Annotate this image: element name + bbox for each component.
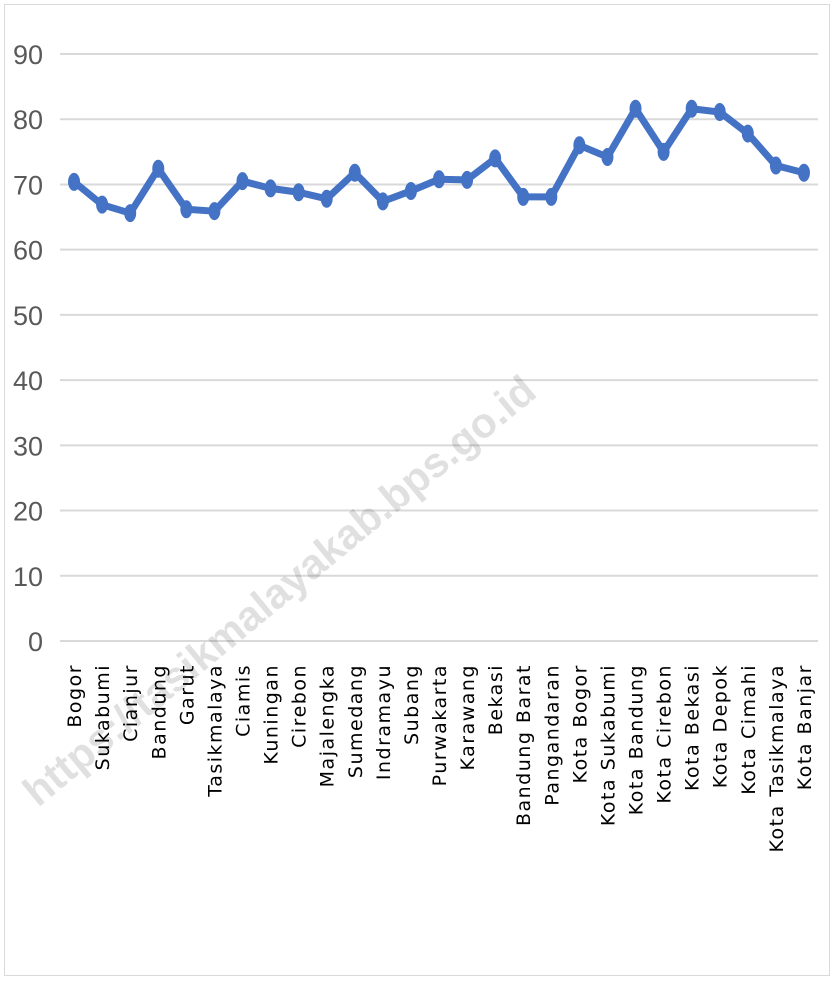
data-point bbox=[769, 156, 782, 175]
data-point bbox=[517, 187, 530, 206]
x-tick-label: Kota Tasikmalaya bbox=[766, 664, 788, 853]
data-point bbox=[601, 148, 614, 167]
x-tick-label: Purwakarta bbox=[429, 664, 451, 786]
data-point bbox=[180, 200, 193, 219]
y-tick-label: 60 bbox=[13, 236, 43, 266]
data-point bbox=[404, 181, 417, 200]
x-tick-label: Cirebon bbox=[289, 664, 311, 748]
data-point bbox=[348, 163, 361, 182]
y-tick-label: 10 bbox=[13, 562, 43, 592]
x-tick-label: Garut bbox=[176, 664, 198, 725]
x-tick-label: Karawang bbox=[457, 664, 479, 771]
data-point bbox=[124, 204, 137, 223]
x-tick-label: Sukabumi bbox=[92, 664, 114, 770]
gridlines bbox=[60, 53, 818, 642]
x-tick-label: Kota Bandung bbox=[626, 664, 648, 815]
y-tick-label: 0 bbox=[28, 627, 43, 657]
y-tick-label: 80 bbox=[13, 105, 43, 135]
x-tick-label: Tasikmalaya bbox=[204, 664, 226, 798]
x-tick-label: Bandung bbox=[148, 664, 170, 759]
x-tick-label: Subang bbox=[401, 664, 423, 745]
series-line bbox=[70, 105, 808, 217]
data-point bbox=[264, 179, 277, 198]
x-tick-label: Bogor bbox=[64, 664, 86, 728]
data-point bbox=[713, 103, 726, 122]
y-tick-label: 90 bbox=[13, 40, 43, 70]
data-point bbox=[657, 142, 670, 161]
y-tick-label: 70 bbox=[13, 170, 43, 200]
y-tick-label: 40 bbox=[13, 366, 43, 396]
data-point bbox=[741, 124, 754, 143]
x-axis-ticks: Bogor Sukabumi Cianjur Bandung Garut Tasikmal… bbox=[64, 664, 816, 853]
x-tick-label: Bandung Barat bbox=[513, 664, 535, 826]
data-point bbox=[489, 149, 502, 168]
x-tick-label: Kota Banjar bbox=[794, 664, 816, 790]
x-tick-label: Bekasi bbox=[485, 664, 507, 735]
series-kualitas bbox=[68, 99, 810, 223]
data-point bbox=[573, 136, 586, 155]
y-tick-label: 50 bbox=[13, 301, 43, 331]
x-tick-label: Kota Depok bbox=[710, 664, 732, 788]
data-point bbox=[68, 172, 81, 191]
x-tick-label: Kota Cimahi bbox=[738, 664, 760, 795]
x-tick-label: Indramayu bbox=[373, 664, 395, 780]
y-tick-label: 20 bbox=[13, 497, 43, 527]
y-axis-ticks: 0 10 20 30 40 50 60 70 80 90 bbox=[13, 40, 43, 657]
x-tick-label: Kota Cirebon bbox=[654, 664, 676, 804]
data-point bbox=[461, 170, 474, 189]
data-point bbox=[320, 189, 333, 208]
x-tick-label: Sumedang bbox=[345, 664, 367, 778]
data-point bbox=[236, 172, 249, 191]
x-tick-label: Cianjur bbox=[120, 664, 142, 742]
data-point bbox=[545, 187, 558, 206]
data-point bbox=[629, 99, 642, 118]
data-point bbox=[152, 159, 165, 178]
data-point bbox=[96, 195, 109, 214]
x-tick-label: Pangandaran bbox=[541, 664, 563, 806]
data-point bbox=[685, 99, 698, 118]
x-tick-label: Kota Bekasi bbox=[682, 664, 704, 791]
x-tick-label: Kuningan bbox=[261, 664, 283, 765]
data-point bbox=[797, 163, 810, 182]
x-tick-label: Majalengka bbox=[317, 664, 339, 787]
data-point bbox=[292, 183, 305, 202]
x-tick-label: Kota Sukabumi bbox=[597, 664, 619, 826]
data-point bbox=[376, 192, 389, 211]
x-tick-label: Kota Bogor bbox=[569, 664, 591, 783]
y-tick-label: 30 bbox=[13, 431, 43, 461]
x-tick-label: Ciamis bbox=[232, 664, 254, 737]
data-point bbox=[208, 202, 221, 221]
data-point bbox=[433, 170, 445, 189]
chart-frame bbox=[4, 4, 830, 976]
